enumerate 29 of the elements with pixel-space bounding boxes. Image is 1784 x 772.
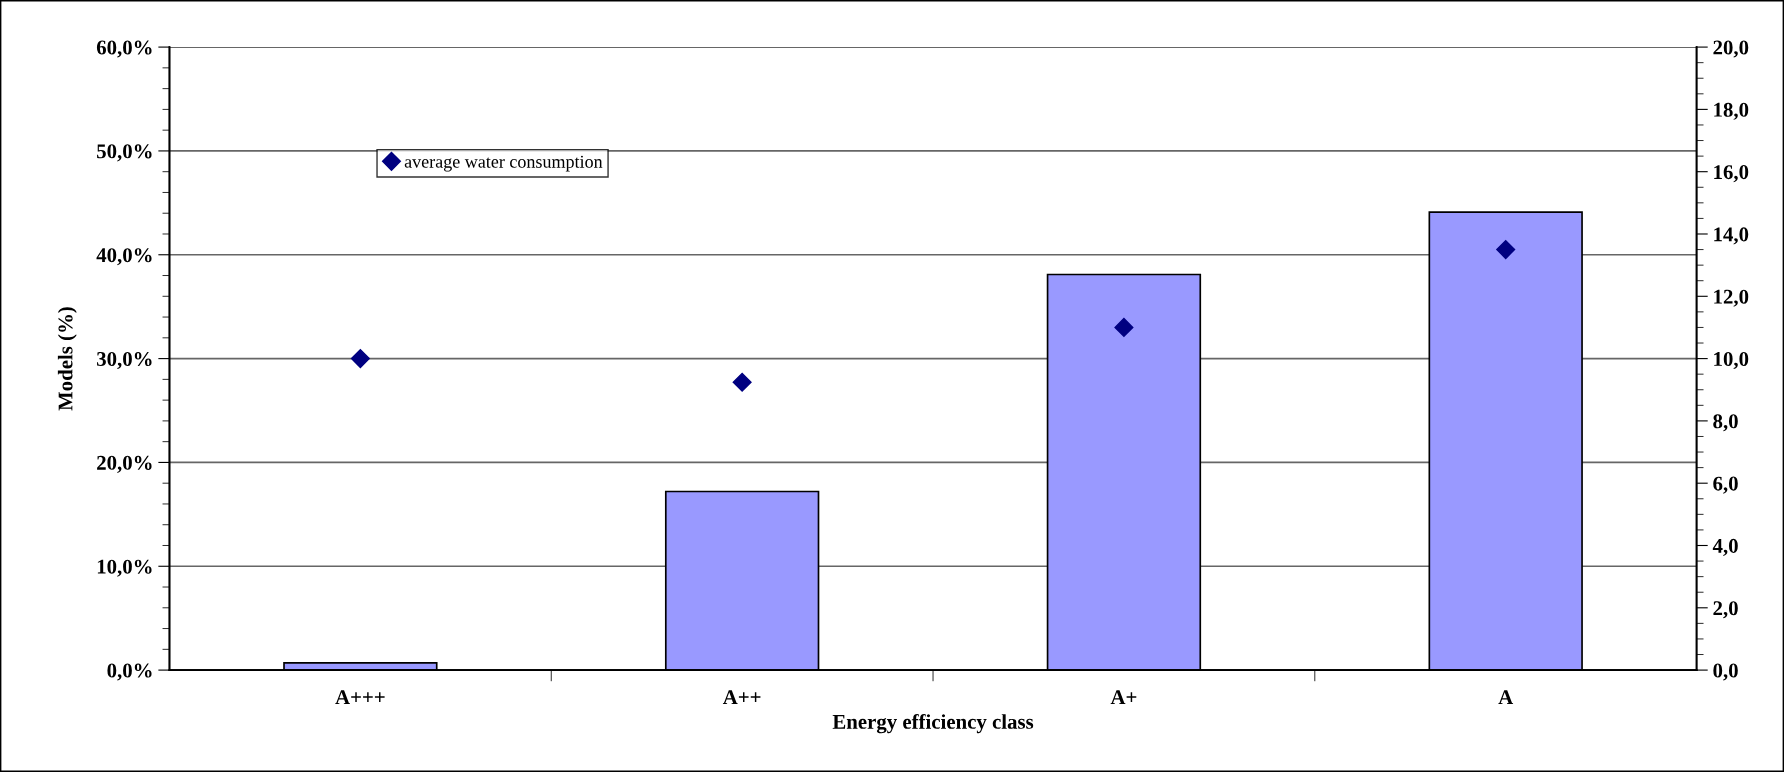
point xyxy=(1496,240,1516,260)
y2-tick-label: 16,0 xyxy=(1714,165,1749,183)
y-axis-title: Models (%) xyxy=(57,307,77,411)
point xyxy=(1114,317,1134,337)
y-tick-label: 60,0% xyxy=(96,40,152,58)
legend-label: average water consumption xyxy=(404,155,603,172)
y-tick-label: 10,0% xyxy=(97,559,152,577)
y-tick-label: 20,0% xyxy=(97,455,152,473)
y2-tick-label: 18,0 xyxy=(1714,102,1749,120)
y2-tick-label: 8,0 xyxy=(1713,414,1738,432)
y2-tick-label: 2,0 xyxy=(1713,601,1738,619)
y-tick-label: 50,0% xyxy=(97,144,152,162)
y2-tick-label: 10,0 xyxy=(1714,351,1749,370)
x-tick-label: A++ xyxy=(722,690,761,704)
y2-tick-label: 0,0 xyxy=(1713,663,1738,681)
y-tick-label: 30,0% xyxy=(97,351,152,370)
y2-tick-label: 4,0 xyxy=(1712,538,1738,556)
x-tick-label: A xyxy=(1498,690,1514,704)
y2-tick-label: 14,0 xyxy=(1714,227,1749,245)
x-tick-label: A+++ xyxy=(335,690,385,704)
y2-tick-label: 12,0 xyxy=(1714,289,1749,307)
y-tick-label: 0,0% xyxy=(107,663,152,681)
y2-tick-label: 20,0 xyxy=(1713,40,1749,58)
x-axis-title: Energy efficiency class xyxy=(832,713,1034,734)
point xyxy=(350,349,370,369)
y-tick-label: 40,0% xyxy=(96,248,152,266)
y2-tick-label: 6,0 xyxy=(1713,476,1738,494)
point xyxy=(732,372,752,392)
x-tick-label: A+ xyxy=(1110,690,1137,704)
